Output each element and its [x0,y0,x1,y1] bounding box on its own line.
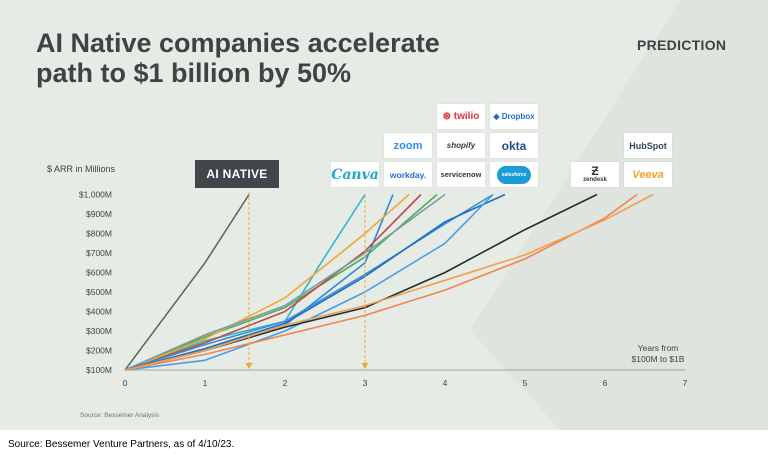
y-tick-label: $900M [86,209,112,219]
logo-okta: okta [490,133,538,158]
logo-servicenow-text: servicenow [440,170,482,179]
logo-hubspot-text: HubSpot [629,140,667,151]
y-tick-label: $200M [86,346,112,356]
title-line-1: AI Native companies accelerate [36,28,440,58]
logo-zendesk-text: zendesk [583,176,607,183]
x-tick-label: 7 [683,378,688,388]
x-tick-label: 4 [443,378,448,388]
logo-twilio-text: ⊛ twilio [442,111,480,122]
series-line-6 [124,193,410,371]
series-line-13 [124,193,654,371]
y-tick-label: $300M [86,326,112,336]
series-line-1 [124,194,250,371]
logo-servicenow: servicenow [437,162,485,187]
zendesk-mark-icon: Ƶ [591,163,599,178]
logo-workday: workday. [384,162,432,187]
y-tick-label: $1,000M [79,190,112,200]
footer-source: Source: Bessemer Venture Partners, as of… [8,439,235,450]
logo-dropbox: ◆ Dropbox [490,104,538,129]
prediction-tag: PREDICTION [637,37,727,53]
dashed-marker-arrow-2 [361,363,369,369]
line-chart: $100M $200M $300M $400M $500M $600M $700M $800M… [79,190,688,389]
x-axis-label: Years from $100M to $1B [631,343,685,364]
series-line-10 [124,193,494,371]
y-tick-label: $100M [86,365,112,375]
logo-zoom-text: zoom [393,139,423,152]
series-line-2 [124,194,366,371]
y-tick-label: $800M [86,229,112,239]
y-tick-label: $700M [86,248,112,258]
logo-shopify: shopify [437,133,485,158]
y-tick-label: $400M [86,307,112,317]
slide: AI Native companies accelerate path to $… [0,0,768,430]
logo-canva: Canva [331,162,379,187]
x-tick-label: 5 [523,378,528,388]
x-tick-label: 2 [283,378,288,388]
x-tick-label: 6 [603,378,608,388]
logo-hubspot: HubSpot [624,133,672,158]
title-line-2: path to $1 billion by 50% [36,58,352,88]
dashed-marker-arrow-1 [245,363,253,369]
salesforce-cloud-icon: salesforce [497,165,531,184]
background-shape [0,0,768,430]
logo-okta-text: okta [501,138,527,153]
page-title: AI Native companies accelerate path to $… [36,28,440,88]
series-line-7 [124,193,446,371]
logo-veeva: Veeva [624,162,672,187]
logo-twilio: ⊛ twilio [437,104,485,129]
logo-dropbox-text: ◆ Dropbox [493,112,535,121]
series-line-9 [124,193,506,371]
logo-workday-text: workday. [389,169,427,180]
x-tick-label: 3 [363,378,368,388]
chart-source-note: Source: Bessemer Analysis [80,412,160,419]
logo-salesforce: salesforce [490,162,538,187]
logo-salesforce-text: salesforce [501,171,527,178]
logo-canva-text: Canva [331,166,379,183]
logo-veeva-text: Veeva [632,168,664,181]
y-tick-label: $600M [86,268,112,278]
y-axis-label: $ ARR in Millions [47,164,116,174]
logo-zendesk: Ƶ zendesk [571,162,619,187]
logo-shopify-text: shopify [446,141,476,150]
logo-zoom: zoom [384,133,432,158]
x-tick-label: 1 [203,378,208,388]
x-tick-label: 0 [123,378,128,388]
series-line-5 [124,193,422,371]
series-line-12 [124,193,638,371]
series-line-4 [124,193,438,371]
y-tick-label: $500M [86,287,112,297]
ai-native-badge: AI NATIVE [195,160,279,188]
